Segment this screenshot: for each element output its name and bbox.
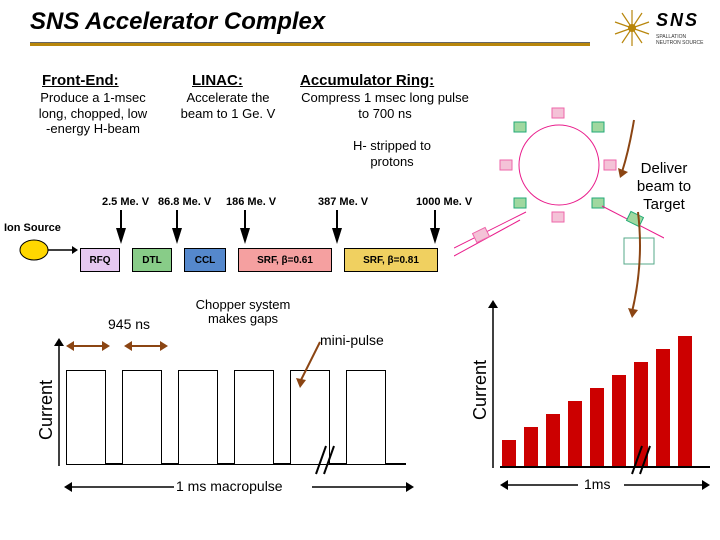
ring-text: Compress 1 msec long pulse to 700 ns bbox=[300, 90, 470, 121]
width-arrows bbox=[66, 334, 206, 358]
current-axis-left-arrow bbox=[52, 338, 66, 468]
energy-label: 86.8 Me. V bbox=[158, 196, 211, 208]
linac-text: Accelerate the beam to 1 Ge. V bbox=[178, 90, 278, 121]
deliver-arrow-down bbox=[588, 162, 668, 322]
chopper-ns: 945 ns bbox=[108, 316, 150, 332]
ion-source-label: Ion Source bbox=[4, 222, 61, 234]
ion-source-icon bbox=[18, 238, 78, 262]
energy-arrow-stem bbox=[434, 210, 436, 230]
energy-arrow-stem bbox=[120, 210, 122, 230]
chain-box: SRF, β=0.81 bbox=[344, 248, 438, 272]
bar bbox=[612, 375, 626, 466]
energy-label: 387 Me. V bbox=[318, 196, 368, 208]
minipulse-arrow bbox=[296, 328, 436, 448]
frontend-head: Front-End: bbox=[42, 72, 119, 89]
chopper-text: Chopper system makes gaps bbox=[188, 298, 298, 327]
stripped-text: H- stripped to protons bbox=[342, 138, 442, 169]
sns-logo-text: SNS bbox=[656, 10, 699, 31]
bar bbox=[568, 401, 582, 466]
burst-icon bbox=[612, 8, 652, 48]
chain-box: SRF, β=0.61 bbox=[238, 248, 332, 272]
ring-head: Accumulator Ring: bbox=[300, 72, 434, 89]
bar bbox=[546, 414, 560, 466]
bar bbox=[590, 388, 604, 466]
bar bbox=[502, 440, 516, 466]
energy-arrow-stem bbox=[244, 210, 246, 230]
energy-arrow bbox=[116, 228, 126, 244]
energy-label: 186 Me. V bbox=[226, 196, 276, 208]
pulse-block bbox=[66, 370, 106, 464]
frontend-text: Produce a 1-msec long, chopped, low -ene… bbox=[38, 90, 148, 137]
title-underline bbox=[30, 42, 590, 46]
energy-arrow-stem bbox=[336, 210, 338, 230]
pulse-block bbox=[122, 370, 162, 464]
current-axis-right-arrow bbox=[486, 300, 500, 470]
linac-head: LINAC: bbox=[192, 72, 243, 89]
macropulse-label: 1 ms macropulse bbox=[176, 478, 283, 494]
sns-logo: SNS SPALLATION NEUTRON SOURCE bbox=[612, 8, 712, 50]
energy-label: 2.5 Me. V bbox=[102, 196, 149, 208]
one-ms-label: 1ms bbox=[584, 476, 610, 492]
pulse-block bbox=[178, 370, 218, 464]
sns-logo-subtitle: SPALLATION NEUTRON SOURCE bbox=[656, 34, 712, 46]
pulse-block bbox=[234, 370, 274, 464]
bar bbox=[656, 349, 670, 466]
bar bbox=[524, 427, 538, 466]
energy-arrow bbox=[430, 228, 440, 244]
energy-arrow bbox=[172, 228, 182, 244]
chain-box: RFQ bbox=[80, 248, 120, 272]
chain-box: CCL bbox=[184, 248, 226, 272]
bar bbox=[678, 336, 692, 466]
chain-box: DTL bbox=[132, 248, 172, 272]
energy-arrow bbox=[240, 228, 250, 244]
energy-arrow bbox=[332, 228, 342, 244]
energy-arrow-stem bbox=[176, 210, 178, 230]
page-title: SNS Accelerator Complex bbox=[30, 8, 325, 36]
